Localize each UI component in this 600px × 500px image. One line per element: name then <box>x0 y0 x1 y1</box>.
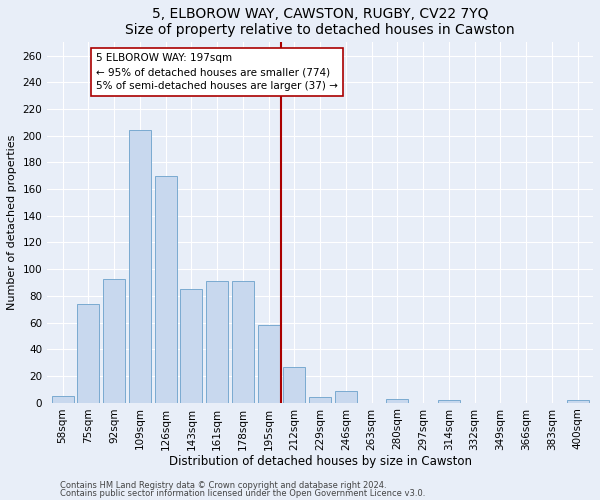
X-axis label: Distribution of detached houses by size in Cawston: Distribution of detached houses by size … <box>169 455 472 468</box>
Bar <box>283 366 305 402</box>
Bar <box>232 281 254 402</box>
Bar <box>566 400 589 402</box>
Text: Contains HM Land Registry data © Crown copyright and database right 2024.: Contains HM Land Registry data © Crown c… <box>60 480 386 490</box>
Y-axis label: Number of detached properties: Number of detached properties <box>7 135 17 310</box>
Bar <box>257 325 280 402</box>
Bar <box>77 304 99 402</box>
Bar <box>181 289 202 403</box>
Bar <box>103 278 125 402</box>
Bar <box>155 176 176 402</box>
Bar <box>52 396 74 402</box>
Bar <box>438 400 460 402</box>
Text: 5 ELBOROW WAY: 197sqm
← 95% of detached houses are smaller (774)
5% of semi-deta: 5 ELBOROW WAY: 197sqm ← 95% of detached … <box>96 53 338 91</box>
Bar <box>386 398 408 402</box>
Bar <box>129 130 151 402</box>
Bar <box>335 390 357 402</box>
Bar <box>309 397 331 402</box>
Title: 5, ELBOROW WAY, CAWSTON, RUGBY, CV22 7YQ
Size of property relative to detached h: 5, ELBOROW WAY, CAWSTON, RUGBY, CV22 7YQ… <box>125 7 515 37</box>
Text: Contains public sector information licensed under the Open Government Licence v3: Contains public sector information licen… <box>60 489 425 498</box>
Bar <box>206 281 228 402</box>
